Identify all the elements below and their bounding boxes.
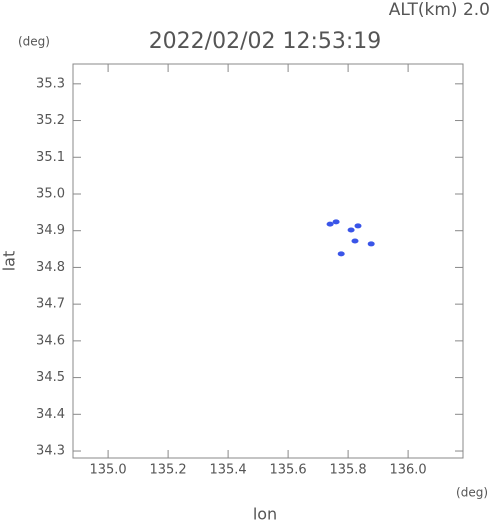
echo-point: [367, 241, 375, 247]
echo-point: [351, 238, 359, 244]
echo-point: [354, 223, 362, 229]
plot-frame: [72, 63, 464, 459]
y-tick-label: 34.4: [36, 407, 65, 422]
echo-point: [326, 221, 334, 227]
x-tick-label: 135.6: [269, 463, 306, 478]
x-axis-label: lon: [253, 505, 277, 521]
y-tick-label: 34.9: [36, 223, 65, 238]
altitude-label: ALT(km) 2.0: [389, 0, 490, 20]
x-tick-label: 135.2: [149, 463, 186, 478]
y-tick-label: 35.2: [36, 113, 65, 128]
x-tick-label: 135.8: [329, 463, 366, 478]
y-tick-label: 34.8: [36, 260, 65, 275]
echo-point: [332, 219, 340, 225]
x-tick-label: 135.0: [89, 463, 126, 478]
y-unit: (deg): [18, 35, 50, 49]
chart-title: 2022/02/02 12:53:19: [149, 29, 382, 54]
y-tick-label: 35.1: [36, 150, 65, 165]
y-tick-label: 34.7: [36, 297, 65, 312]
y-axis-label: lat: [0, 251, 19, 272]
y-tick-label: 34.3: [36, 444, 65, 459]
y-tick-label: 34.6: [36, 333, 65, 348]
x-tick-label: 136.0: [389, 463, 426, 478]
x-tick-label: 135.4: [209, 463, 246, 478]
y-tick-label: 35.3: [36, 76, 65, 91]
echo-point: [347, 227, 355, 233]
y-tick-label: 35.0: [36, 186, 65, 201]
x-unit: (deg): [456, 486, 488, 500]
y-tick-label: 34.5: [36, 370, 65, 385]
echo-point: [337, 251, 345, 257]
